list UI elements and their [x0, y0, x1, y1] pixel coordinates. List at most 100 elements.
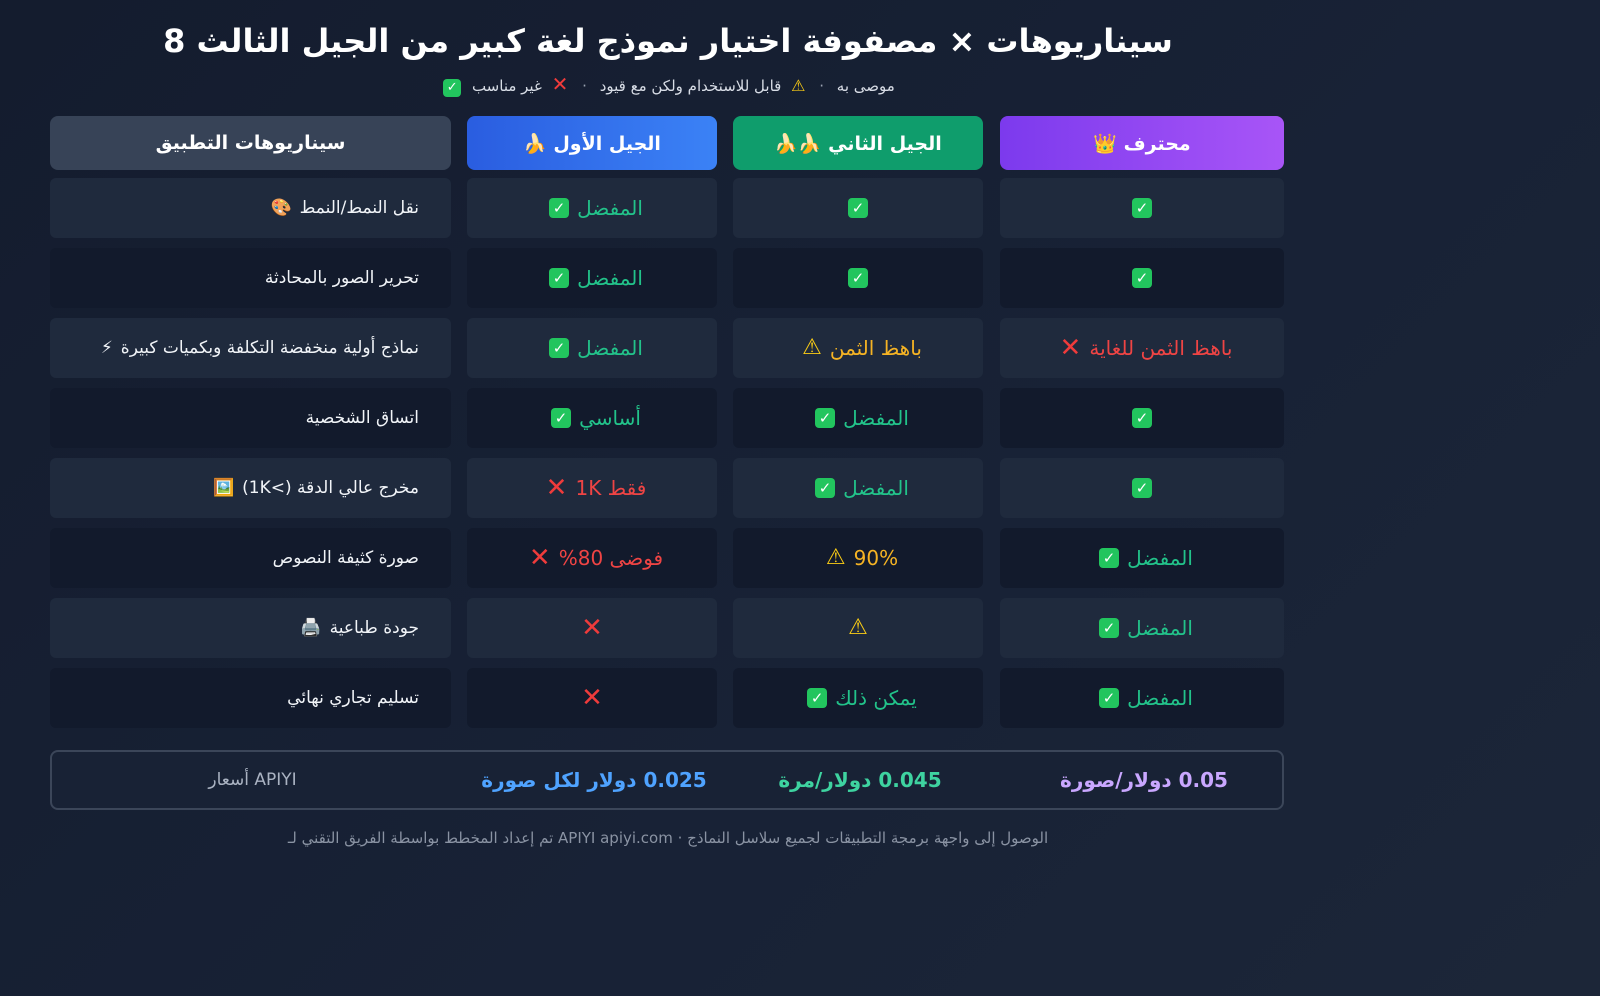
gen2-verdict: يمكن ذلك [835, 686, 917, 710]
header-scenarios: سيناريوهات التطبيق [50, 116, 451, 170]
gen2-cell: ⚠ [733, 598, 983, 658]
pro-cell: ✓ [1000, 178, 1284, 238]
check-icon: ✓ [1132, 408, 1152, 428]
warning-icon: ⚠ [802, 335, 822, 360]
cross-icon: ✕ [528, 543, 551, 573]
gen2-cell: 90% ⚠ [733, 528, 983, 588]
legend-unsuitable: غير مناسب [471, 77, 542, 95]
gen1-cell: فقط 1K ✕ [467, 458, 717, 518]
table-row: اتساق الشخصية أساسي ✓ المفضل ✓ ✓ [50, 388, 1284, 448]
scenario-label: صورة كثيفة النصوص [272, 548, 419, 568]
check-icon: ✓ [549, 338, 570, 358]
legend-separator: · [819, 77, 825, 95]
gen2-verdict: باهظ الثمن [829, 336, 922, 360]
check-icon: ✓ [1132, 478, 1152, 498]
table-row: نقل النمط/النمط 🎨 المفضل ✓ ✓ ✓ [50, 178, 1284, 238]
gen1-cell: فوضى 80% ✕ [467, 528, 717, 588]
table-row: تسليم تجاري نهائي ✕ يمكن ذلك ✓ المفضل ✓ [50, 668, 1284, 728]
check-icon: ✓ [1099, 618, 1120, 638]
pro-verdict: باهظ الثمن للغاية [1089, 336, 1233, 360]
check-icon: ✓ [549, 198, 570, 218]
scenario-label: نقل النمط/النمط [299, 198, 419, 218]
scenario-label: تحرير الصور بالمحادثة [264, 268, 419, 288]
gen2-verdict: المفضل [843, 406, 909, 430]
check-icon: ✓ [807, 688, 828, 708]
gen1-verdict: المفضل [577, 336, 643, 360]
gen1-verdict: المفضل [577, 196, 643, 220]
pricing-gen2: 0.045 دولار/مرة [778, 768, 942, 792]
table-row: تحرير الصور بالمحادثة المفضل ✓ ✓ ✓ [50, 248, 1284, 308]
gen1-cell: المفضل ✓ [467, 318, 717, 378]
scenario-cell: مخرج عالي الدقة (>1K) 🖼️ [50, 458, 451, 518]
legend-recommended: موصى به [836, 77, 895, 95]
gen2-cell: المفضل ✓ [733, 388, 983, 448]
scenario-cell: نماذج أولية منخفضة التكلفة وبكميات كبيرة… [50, 318, 451, 378]
pro-cell: ✓ [1000, 248, 1284, 308]
header-gen1: الجيل الأول 🍌 [467, 116, 717, 170]
header-gen2: الجيل الثاني 🍌🍌 [733, 116, 983, 170]
gen2-cell: يمكن ذلك ✓ [733, 668, 983, 728]
scenario-emoji-icon: 🖼️ [212, 478, 235, 498]
check-icon: ✓ [1132, 268, 1152, 288]
cross-icon: ✕ [545, 473, 568, 503]
scenario-emoji-icon: 🎨 [270, 198, 292, 218]
gen2-cell: المفضل ✓ [733, 458, 983, 518]
pro-verdict: المفضل [1127, 546, 1193, 570]
pro-verdict: المفضل [1127, 616, 1193, 640]
gen1-cell: أساسي ✓ [467, 388, 717, 448]
pro-cell: المفضل ✓ [1000, 528, 1284, 588]
check-icon: ✓ [1099, 688, 1120, 708]
check-icon: ✓ [551, 408, 572, 428]
pro-cell: ✓ [1000, 388, 1284, 448]
legend: موصى به · ⚠ قابل للاستخدام ولكن مع قيود … [0, 74, 1336, 97]
warning-icon: ⚠ [848, 615, 868, 640]
table-row: صورة كثيفة النصوص فوضى 80% ✕ 90% ⚠ المفضل ✓ [50, 528, 1284, 588]
scenario-cell: اتساق الشخصية [50, 388, 451, 448]
pro-cell: باهظ الثمن للغاية ✕ [1000, 318, 1284, 378]
scenario-emoji-icon: 🖨️ [300, 618, 322, 638]
scenario-label: نماذج أولية منخفضة التكلفة وبكميات كبيرة [120, 338, 419, 358]
pricing-pro: 0.05 دولار/صورة [1060, 768, 1228, 792]
warning-icon: ⚠ [791, 76, 806, 95]
cross-icon: ✕ [581, 613, 603, 643]
cross-icon: ✕ [581, 683, 603, 713]
scenario-cell: تسليم تجاري نهائي [50, 668, 451, 728]
gen2-verdict: المفضل [843, 476, 909, 500]
cross-icon: ✕ [551, 72, 569, 96]
check-icon: ✓ [848, 268, 868, 288]
legend-separator: · [582, 77, 587, 95]
scenario-label: جودة طباعية [329, 618, 419, 638]
check-icon: ✓ [1132, 198, 1152, 218]
footer-note: الوصول إلى واجهة برمجة التطبيقات لجميع س… [287, 829, 1049, 847]
pricing-bar: APIYI أسعار 0.025 دولار لكل صورة 0.045 د… [50, 750, 1284, 810]
table-row: جودة طباعية 🖨️ ✕ ⚠ المفضل ✓ [50, 598, 1284, 658]
gen1-verdict: أساسي [579, 406, 641, 430]
scenario-cell: تحرير الصور بالمحادثة [50, 248, 451, 308]
gen1-cell: المفضل ✓ [467, 248, 717, 308]
scenario-label: تسليم تجاري نهائي [287, 688, 419, 708]
pro-cell: ✓ [1000, 458, 1284, 518]
check-icon: ✓ [549, 268, 570, 288]
gen1-verdict: فوضى 80% [558, 546, 664, 570]
gen1-cell: المفضل ✓ [467, 178, 717, 238]
header-pro: محترف 👑 [1000, 116, 1284, 170]
legend-usable: قابل للاستخدام ولكن مع قيود [599, 77, 782, 95]
check-icon: ✓ [1099, 548, 1120, 568]
scenario-cell: صورة كثيفة النصوص [50, 528, 451, 588]
pricing-gen1: 0.025 دولار لكل صورة [481, 768, 707, 792]
gen1-cell: ✕ [467, 668, 717, 728]
pro-verdict: المفضل [1127, 686, 1193, 710]
check-icon: ✓ [848, 198, 868, 218]
table-row: نماذج أولية منخفضة التكلفة وبكميات كبيرة… [50, 318, 1284, 378]
check-icon: ✓ [815, 408, 836, 428]
table-row: مخرج عالي الدقة (>1K) 🖼️ فقط 1K ✕ المفضل ✓ ✓ [50, 458, 1284, 518]
gen2-verdict: 90% [853, 546, 899, 570]
gen2-cell: باهظ الثمن ⚠ [733, 318, 983, 378]
gen1-verdict: المفضل [577, 266, 643, 290]
warning-icon: ⚠ [825, 545, 846, 570]
gen2-cell: ✓ [733, 178, 983, 238]
scenario-label: مخرج عالي الدقة (>1K) [242, 478, 419, 498]
gen2-cell: ✓ [733, 248, 983, 308]
pricing-label: APIYI أسعار [208, 770, 297, 790]
gen1-verdict: فقط 1K [575, 476, 647, 500]
